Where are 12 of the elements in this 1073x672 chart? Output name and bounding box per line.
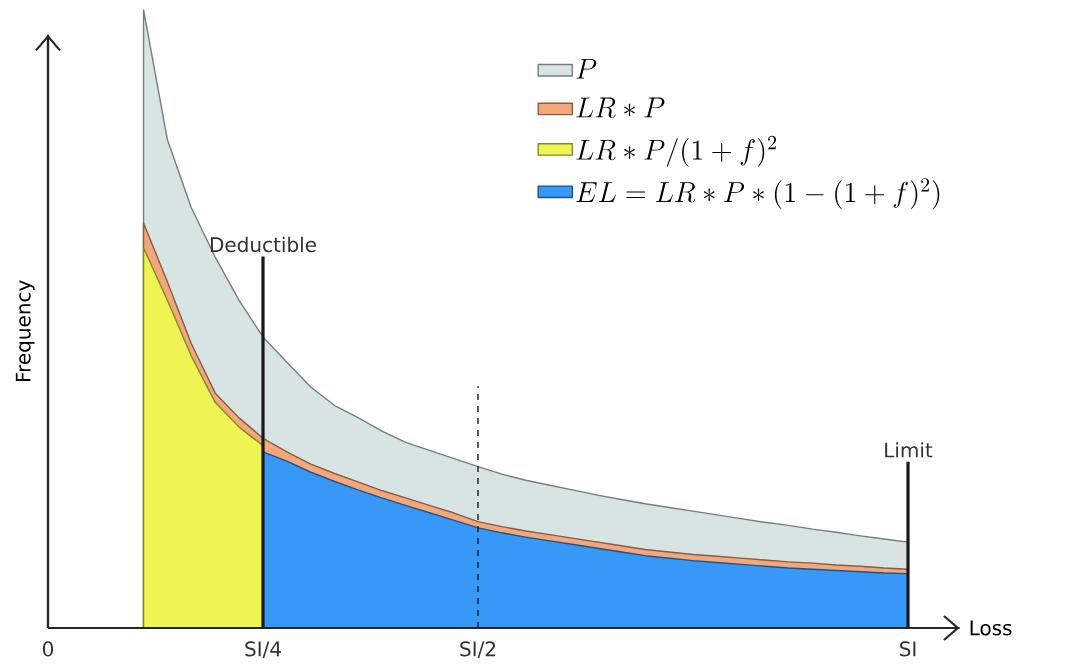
x-tick-label: SI/4 [245, 641, 281, 659]
legend-label: $LR*P$ [576, 97, 665, 118]
x-tick-label: 0 [42, 641, 54, 657]
x-tick-label: SI [900, 641, 916, 657]
y-axis-title: Frequency [15, 280, 35, 382]
x-axis-title: Loss [970, 620, 1012, 636]
x-tick-label: SI/2 [460, 641, 496, 659]
ref-line-label: Limit [885, 442, 933, 458]
ref-line-label: Deductible [210, 236, 316, 253]
legend-label: $LR*P/(1+f)^{2}$ [576, 135, 777, 167]
legend-label: $P$ [576, 58, 597, 79]
legend-label: $EL=LR*P*(1-(1+f)^{2})$ [576, 178, 940, 210]
